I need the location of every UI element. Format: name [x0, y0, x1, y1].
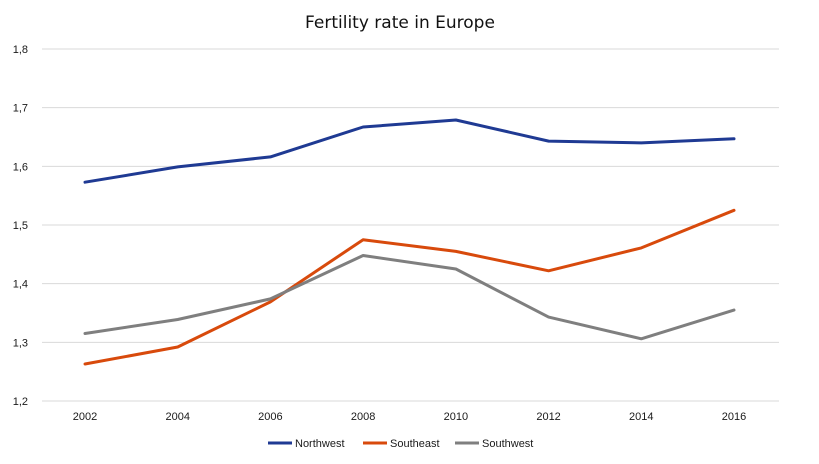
- series-line-northwest: [83, 118, 736, 184]
- x-tick-label: 2014: [629, 411, 653, 423]
- y-tick-label: 1,7: [13, 103, 28, 115]
- chart-title: Fertility rate in Europe: [305, 13, 495, 33]
- gridlines: [42, 48, 779, 402]
- x-tick-label: 2010: [444, 411, 468, 423]
- x-tick-label: 2016: [722, 411, 746, 423]
- x-tick-label: 2006: [258, 411, 282, 423]
- series-line-southeast: [83, 208, 736, 366]
- legend-item-southeast: Southeast: [363, 438, 440, 450]
- series-lines: [83, 118, 736, 366]
- legend-label: Northwest: [295, 438, 345, 450]
- legend-label: Southeast: [390, 438, 440, 450]
- y-tick-label: 1,3: [13, 337, 28, 349]
- series-line-southwest: [83, 254, 736, 341]
- legend: Northwest Southeast Southwest: [268, 438, 533, 450]
- y-axis-ticks: 1,2 1,3 1,4 1,5 1,6 1,7 1,8: [13, 44, 28, 408]
- x-tick-label: 2008: [351, 411, 375, 423]
- y-tick-label: 1,5: [13, 220, 28, 232]
- x-tick-label: 2002: [73, 411, 97, 423]
- x-tick-label: 2004: [165, 411, 189, 423]
- x-tick-label: 2012: [536, 411, 560, 423]
- x-axis-ticks: 2002 2004 2006 2008 2010 2012 2014 2016: [73, 411, 746, 423]
- y-tick-label: 1,8: [13, 44, 28, 56]
- y-tick-label: 1,6: [13, 161, 28, 173]
- legend-item-southwest: Southwest: [455, 438, 533, 450]
- legend-label: Southwest: [482, 438, 533, 450]
- y-tick-label: 1,4: [13, 279, 28, 291]
- y-tick-label: 1,2: [13, 396, 28, 408]
- legend-item-northwest: Northwest: [268, 438, 345, 450]
